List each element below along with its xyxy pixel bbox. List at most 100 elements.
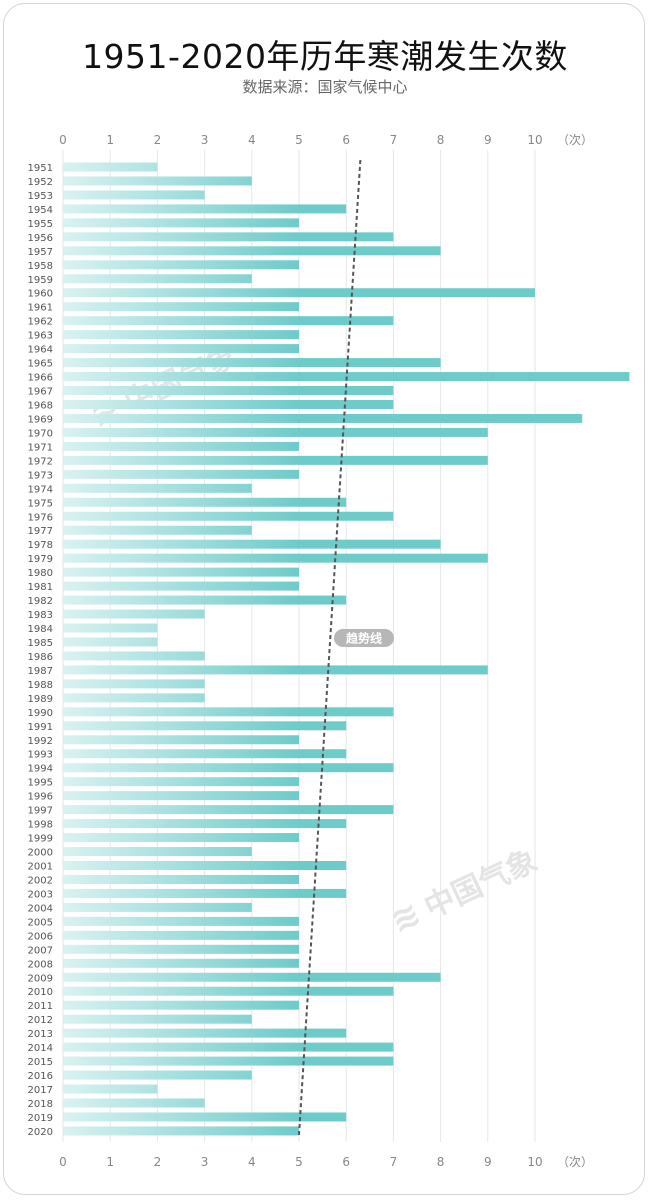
year-label: 2017 xyxy=(28,1085,53,1096)
year-label: 2000 xyxy=(28,848,53,859)
x-tick-label-top: 1 xyxy=(106,133,114,147)
bar xyxy=(63,162,158,172)
year-label: 1970 xyxy=(28,428,53,439)
bar xyxy=(63,190,205,200)
x-unit-label-top: （次） xyxy=(557,133,593,147)
year-label: 1976 xyxy=(28,512,53,523)
bar xyxy=(63,595,347,605)
year-label: 2005 xyxy=(28,917,53,928)
x-tick-label-top: 10 xyxy=(527,133,542,147)
bar xyxy=(63,833,299,843)
year-label: 1978 xyxy=(28,540,53,551)
year-label: 2011 xyxy=(28,1001,53,1012)
x-tick-label-top: 6 xyxy=(342,133,350,147)
bar xyxy=(63,847,252,857)
chart-title: 1951-2020年历年寒潮发生次数 xyxy=(82,37,568,76)
trend-label: 趋势线 xyxy=(346,631,382,646)
year-label: 2020 xyxy=(28,1127,53,1138)
bar xyxy=(63,246,441,256)
year-label: 2019 xyxy=(28,1113,53,1124)
bar xyxy=(63,651,205,661)
bar xyxy=(63,567,299,577)
x-tick-label-top: 4 xyxy=(248,133,256,147)
bar xyxy=(63,441,299,451)
chart-source: 数据来源：国家气候中心 xyxy=(242,78,408,96)
bar xyxy=(63,413,583,423)
x-tick-label-top: 7 xyxy=(390,133,398,147)
year-label: 1967 xyxy=(28,387,53,398)
year-label: 2018 xyxy=(28,1099,53,1110)
year-label: 1987 xyxy=(28,666,53,677)
bar xyxy=(63,735,299,745)
bar xyxy=(63,749,347,759)
bar xyxy=(63,330,299,340)
bar xyxy=(63,232,394,242)
year-label: 2016 xyxy=(28,1071,53,1082)
bar xyxy=(63,1098,205,1108)
x-tick-label-bottom: 3 xyxy=(201,1155,209,1169)
year-label: 1957 xyxy=(28,247,53,258)
year-label: 1986 xyxy=(28,652,53,663)
year-label: 2008 xyxy=(28,959,53,970)
year-label: 1954 xyxy=(28,205,53,216)
bar xyxy=(63,707,394,717)
x-tick-label-bottom: 4 xyxy=(248,1155,256,1169)
x-tick-label-bottom: 8 xyxy=(437,1155,445,1169)
year-label: 1955 xyxy=(28,219,53,230)
year-label: 1960 xyxy=(28,289,53,300)
bar xyxy=(63,1084,158,1094)
bar xyxy=(63,819,347,829)
x-tick-label-bottom: 10 xyxy=(527,1155,542,1169)
bar xyxy=(63,469,299,479)
year-label: 1981 xyxy=(28,582,53,593)
year-label: 1971 xyxy=(28,442,53,453)
year-label: 1977 xyxy=(28,526,53,537)
year-label: 1953 xyxy=(28,191,53,202)
year-label: 2015 xyxy=(28,1057,53,1068)
year-label: 2001 xyxy=(28,862,53,873)
year-label: 1992 xyxy=(28,736,53,747)
bar xyxy=(63,1070,252,1080)
bar xyxy=(63,986,394,996)
year-label: 2004 xyxy=(28,903,53,914)
year-label: 1952 xyxy=(28,177,53,188)
year-label: 1975 xyxy=(28,498,53,509)
bar xyxy=(63,609,205,619)
x-tick-label-bottom: 5 xyxy=(295,1155,303,1169)
bar xyxy=(63,930,299,940)
year-label: 1996 xyxy=(28,792,53,803)
trend-label-badge xyxy=(334,629,394,647)
bar xyxy=(63,902,252,912)
x-tick-label-bottom: 9 xyxy=(484,1155,492,1169)
bar xyxy=(63,176,252,186)
year-label: 1963 xyxy=(28,331,53,342)
year-label: 1956 xyxy=(28,233,53,244)
bar xyxy=(63,1126,299,1136)
year-label: 1999 xyxy=(28,834,53,845)
bar xyxy=(63,721,347,731)
year-label: 1990 xyxy=(28,708,53,719)
bar xyxy=(63,861,347,870)
bar xyxy=(63,553,488,563)
bar xyxy=(63,972,441,982)
bar xyxy=(63,1042,394,1052)
bar xyxy=(63,302,299,312)
bar xyxy=(63,344,299,354)
year-label: 1974 xyxy=(28,484,53,495)
year-label: 1973 xyxy=(28,470,53,481)
year-label: 2003 xyxy=(28,889,53,900)
year-label: 1964 xyxy=(28,345,53,356)
bar xyxy=(63,455,488,465)
bar xyxy=(63,525,252,535)
bar xyxy=(63,1056,394,1066)
bar xyxy=(63,1014,252,1024)
bar xyxy=(63,1112,347,1122)
year-label: 1993 xyxy=(28,750,53,761)
x-tick-label-top: 0 xyxy=(59,133,67,147)
year-label: 1958 xyxy=(28,261,53,272)
x-tick-label-top: 3 xyxy=(201,133,209,147)
bar xyxy=(63,511,394,521)
x-tick-label-bottom: 0 xyxy=(59,1155,67,1169)
year-label: 1962 xyxy=(28,317,53,328)
x-tick-label-top: 5 xyxy=(295,133,303,147)
